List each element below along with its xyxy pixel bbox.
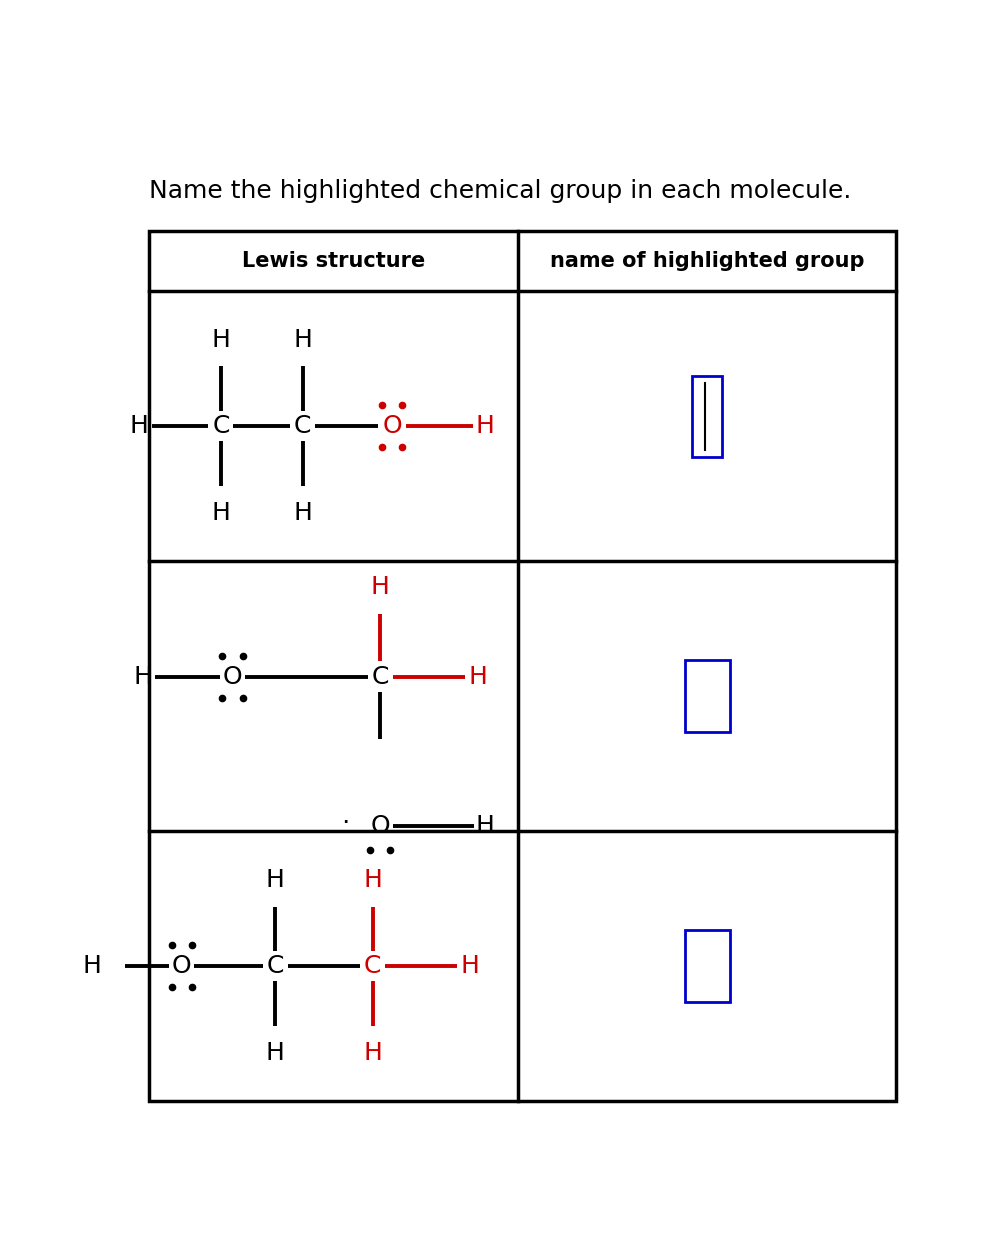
Text: H: H bbox=[475, 414, 494, 438]
Bar bbox=[684, 930, 729, 1002]
Text: H: H bbox=[129, 414, 148, 438]
Text: O: O bbox=[172, 953, 192, 978]
Text: H: H bbox=[266, 867, 285, 891]
Text: H: H bbox=[293, 327, 312, 352]
Text: H: H bbox=[460, 953, 478, 978]
Text: C: C bbox=[267, 953, 284, 978]
Text: H: H bbox=[133, 665, 152, 689]
Text: O: O bbox=[370, 814, 390, 837]
Text: H: H bbox=[83, 953, 101, 978]
Text: C: C bbox=[363, 953, 381, 978]
Text: O: O bbox=[382, 414, 401, 438]
Text: H: H bbox=[212, 500, 230, 524]
Bar bbox=[692, 376, 721, 457]
Text: H: H bbox=[363, 867, 381, 891]
Text: C: C bbox=[371, 665, 388, 689]
Text: O: O bbox=[223, 665, 242, 689]
Text: H: H bbox=[475, 814, 494, 837]
Text: H: H bbox=[212, 327, 230, 352]
Text: H: H bbox=[266, 1041, 285, 1065]
Text: name of highlighted group: name of highlighted group bbox=[550, 251, 864, 271]
Text: Lewis structure: Lewis structure bbox=[242, 251, 425, 271]
Text: Name the highlighted chemical group in each molecule.: Name the highlighted chemical group in e… bbox=[148, 178, 851, 203]
Text: C: C bbox=[294, 414, 311, 438]
Text: H: H bbox=[363, 1041, 381, 1065]
Text: H: H bbox=[293, 500, 312, 524]
Text: :: : bbox=[341, 814, 349, 837]
Text: H: H bbox=[467, 665, 486, 689]
Text: H: H bbox=[370, 575, 389, 599]
Text: C: C bbox=[212, 414, 230, 438]
Bar bbox=[684, 660, 729, 733]
